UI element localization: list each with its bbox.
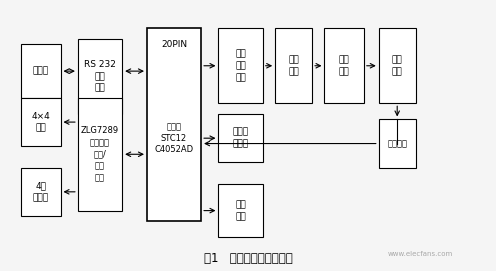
FancyBboxPatch shape	[275, 28, 312, 103]
FancyBboxPatch shape	[21, 44, 61, 98]
Text: 上位机: 上位机	[33, 67, 49, 76]
FancyBboxPatch shape	[147, 28, 201, 221]
FancyBboxPatch shape	[324, 28, 364, 103]
FancyBboxPatch shape	[21, 98, 61, 146]
Text: 单片机
STC12
C4052AD: 单片机 STC12 C4052AD	[154, 122, 193, 154]
Text: 4×4
键盘: 4×4 键盘	[31, 112, 50, 133]
Text: 调速
旋钮: 调速 旋钮	[235, 200, 246, 221]
Text: 步进
电机: 步进 电机	[392, 55, 403, 76]
Text: 控制
脉冲
系列: 控制 脉冲 系列	[235, 50, 246, 82]
Text: 时钟复
位电路: 时钟复 位电路	[233, 128, 248, 149]
Text: www.elecfans.com: www.elecfans.com	[388, 250, 453, 257]
Text: RS 232
接口
电路: RS 232 接口 电路	[84, 60, 116, 93]
Text: 20PIN: 20PIN	[161, 40, 187, 49]
FancyBboxPatch shape	[78, 98, 122, 211]
Text: 图1   系统功能原理示意图: 图1 系统功能原理示意图	[204, 252, 292, 265]
Text: ZLG7289
串行接口
显示/
键盘
芯片: ZLG7289 串行接口 显示/ 键盘 芯片	[81, 126, 119, 182]
FancyBboxPatch shape	[218, 184, 263, 237]
FancyBboxPatch shape	[218, 114, 263, 162]
FancyBboxPatch shape	[379, 28, 416, 103]
FancyBboxPatch shape	[379, 120, 416, 168]
FancyBboxPatch shape	[21, 168, 61, 216]
Text: 光电
隔离: 光电 隔离	[288, 55, 299, 76]
FancyBboxPatch shape	[218, 28, 263, 103]
Text: 驱动
电路: 驱动 电路	[339, 55, 350, 76]
Text: 过流检测: 过流检测	[387, 139, 407, 148]
FancyBboxPatch shape	[78, 39, 122, 114]
Text: 4位
数码管: 4位 数码管	[33, 181, 49, 202]
